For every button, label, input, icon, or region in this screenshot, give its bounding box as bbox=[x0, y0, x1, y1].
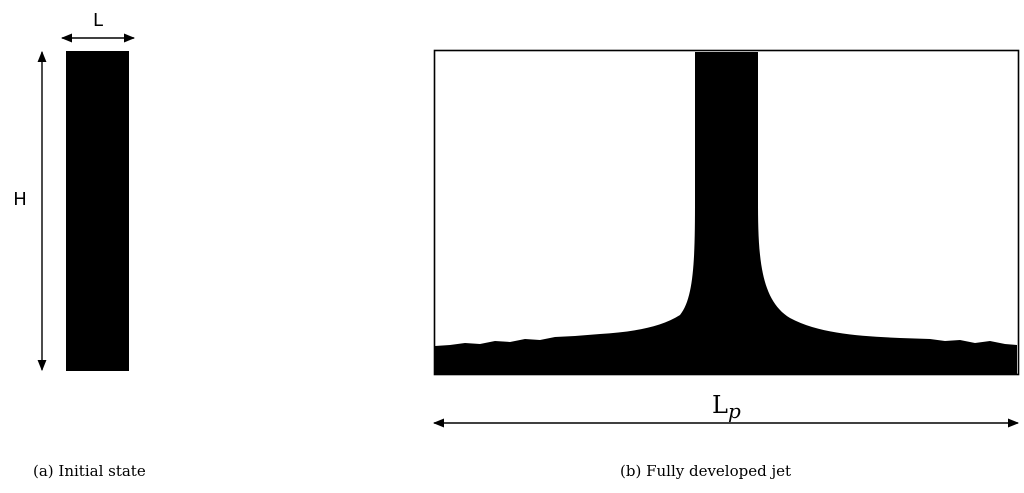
panel-b: Lp bbox=[432, 49, 1020, 428]
length-label: Lp bbox=[712, 391, 741, 423]
length-label-main: L bbox=[712, 391, 728, 419]
width-label: L bbox=[93, 10, 103, 31]
panel-a: L H bbox=[13, 10, 136, 372]
initial-fluid-column bbox=[66, 51, 129, 371]
length-label-subscript: p bbox=[728, 399, 741, 423]
developed-jet-shape bbox=[435, 52, 1017, 374]
caption-developed-jet: (b) Fully developed jet bbox=[620, 462, 792, 480]
height-label: H bbox=[13, 189, 27, 210]
caption-initial-state: (a) Initial state bbox=[33, 462, 146, 480]
